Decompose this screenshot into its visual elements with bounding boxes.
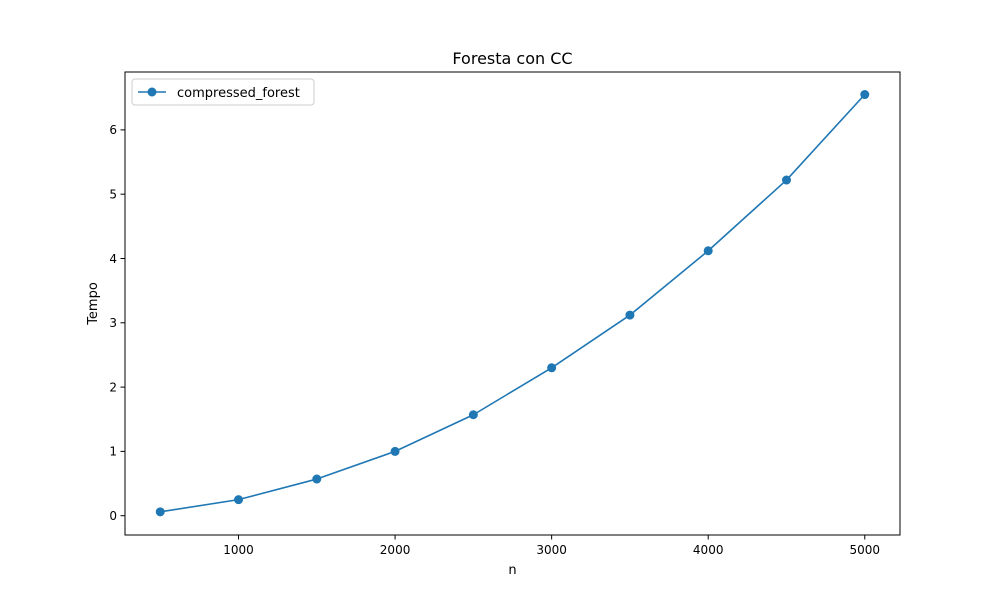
legend-box [131,78,315,106]
data-layer [155,90,870,517]
y-tick-label: 2 [109,380,117,394]
plot-background [125,72,900,535]
y-tick-label: 3 [109,316,117,330]
x-tick-label: 1000 [223,543,254,557]
data-point [234,495,244,505]
x-tick-label: 4000 [693,543,724,557]
data-point [860,90,870,100]
y-axis-label: Tempo [86,282,101,326]
data-point [703,246,713,256]
x-axis: 1000 2000 3000 4000 5000 [223,535,880,557]
x-tick-label: 2000 [380,543,411,557]
data-point [468,410,478,420]
y-axis: 0 1 2 3 4 5 6 [109,123,125,523]
x-axis-label: n [508,563,516,578]
plot-frame [124,71,901,536]
legend: compressed_forest [131,78,315,106]
data-point [155,507,165,517]
chart-title: Foresta con CC [452,49,572,68]
legend-marker [147,87,157,97]
data-point [625,310,635,320]
data-point [781,175,791,185]
data-point [390,446,400,456]
x-tick-label: 5000 [849,543,880,557]
x-tick-label: 3000 [536,543,567,557]
plot-area [124,71,901,536]
legend-label: compressed_forest [177,86,300,101]
data-point [312,474,322,484]
y-tick-label: 0 [109,509,117,523]
y-tick-label: 1 [109,445,117,459]
data-point [547,363,557,373]
series-line [160,93,866,513]
y-tick-label: 6 [109,123,117,137]
y-tick-label: 4 [109,252,117,266]
y-tick-label: 5 [109,187,117,201]
